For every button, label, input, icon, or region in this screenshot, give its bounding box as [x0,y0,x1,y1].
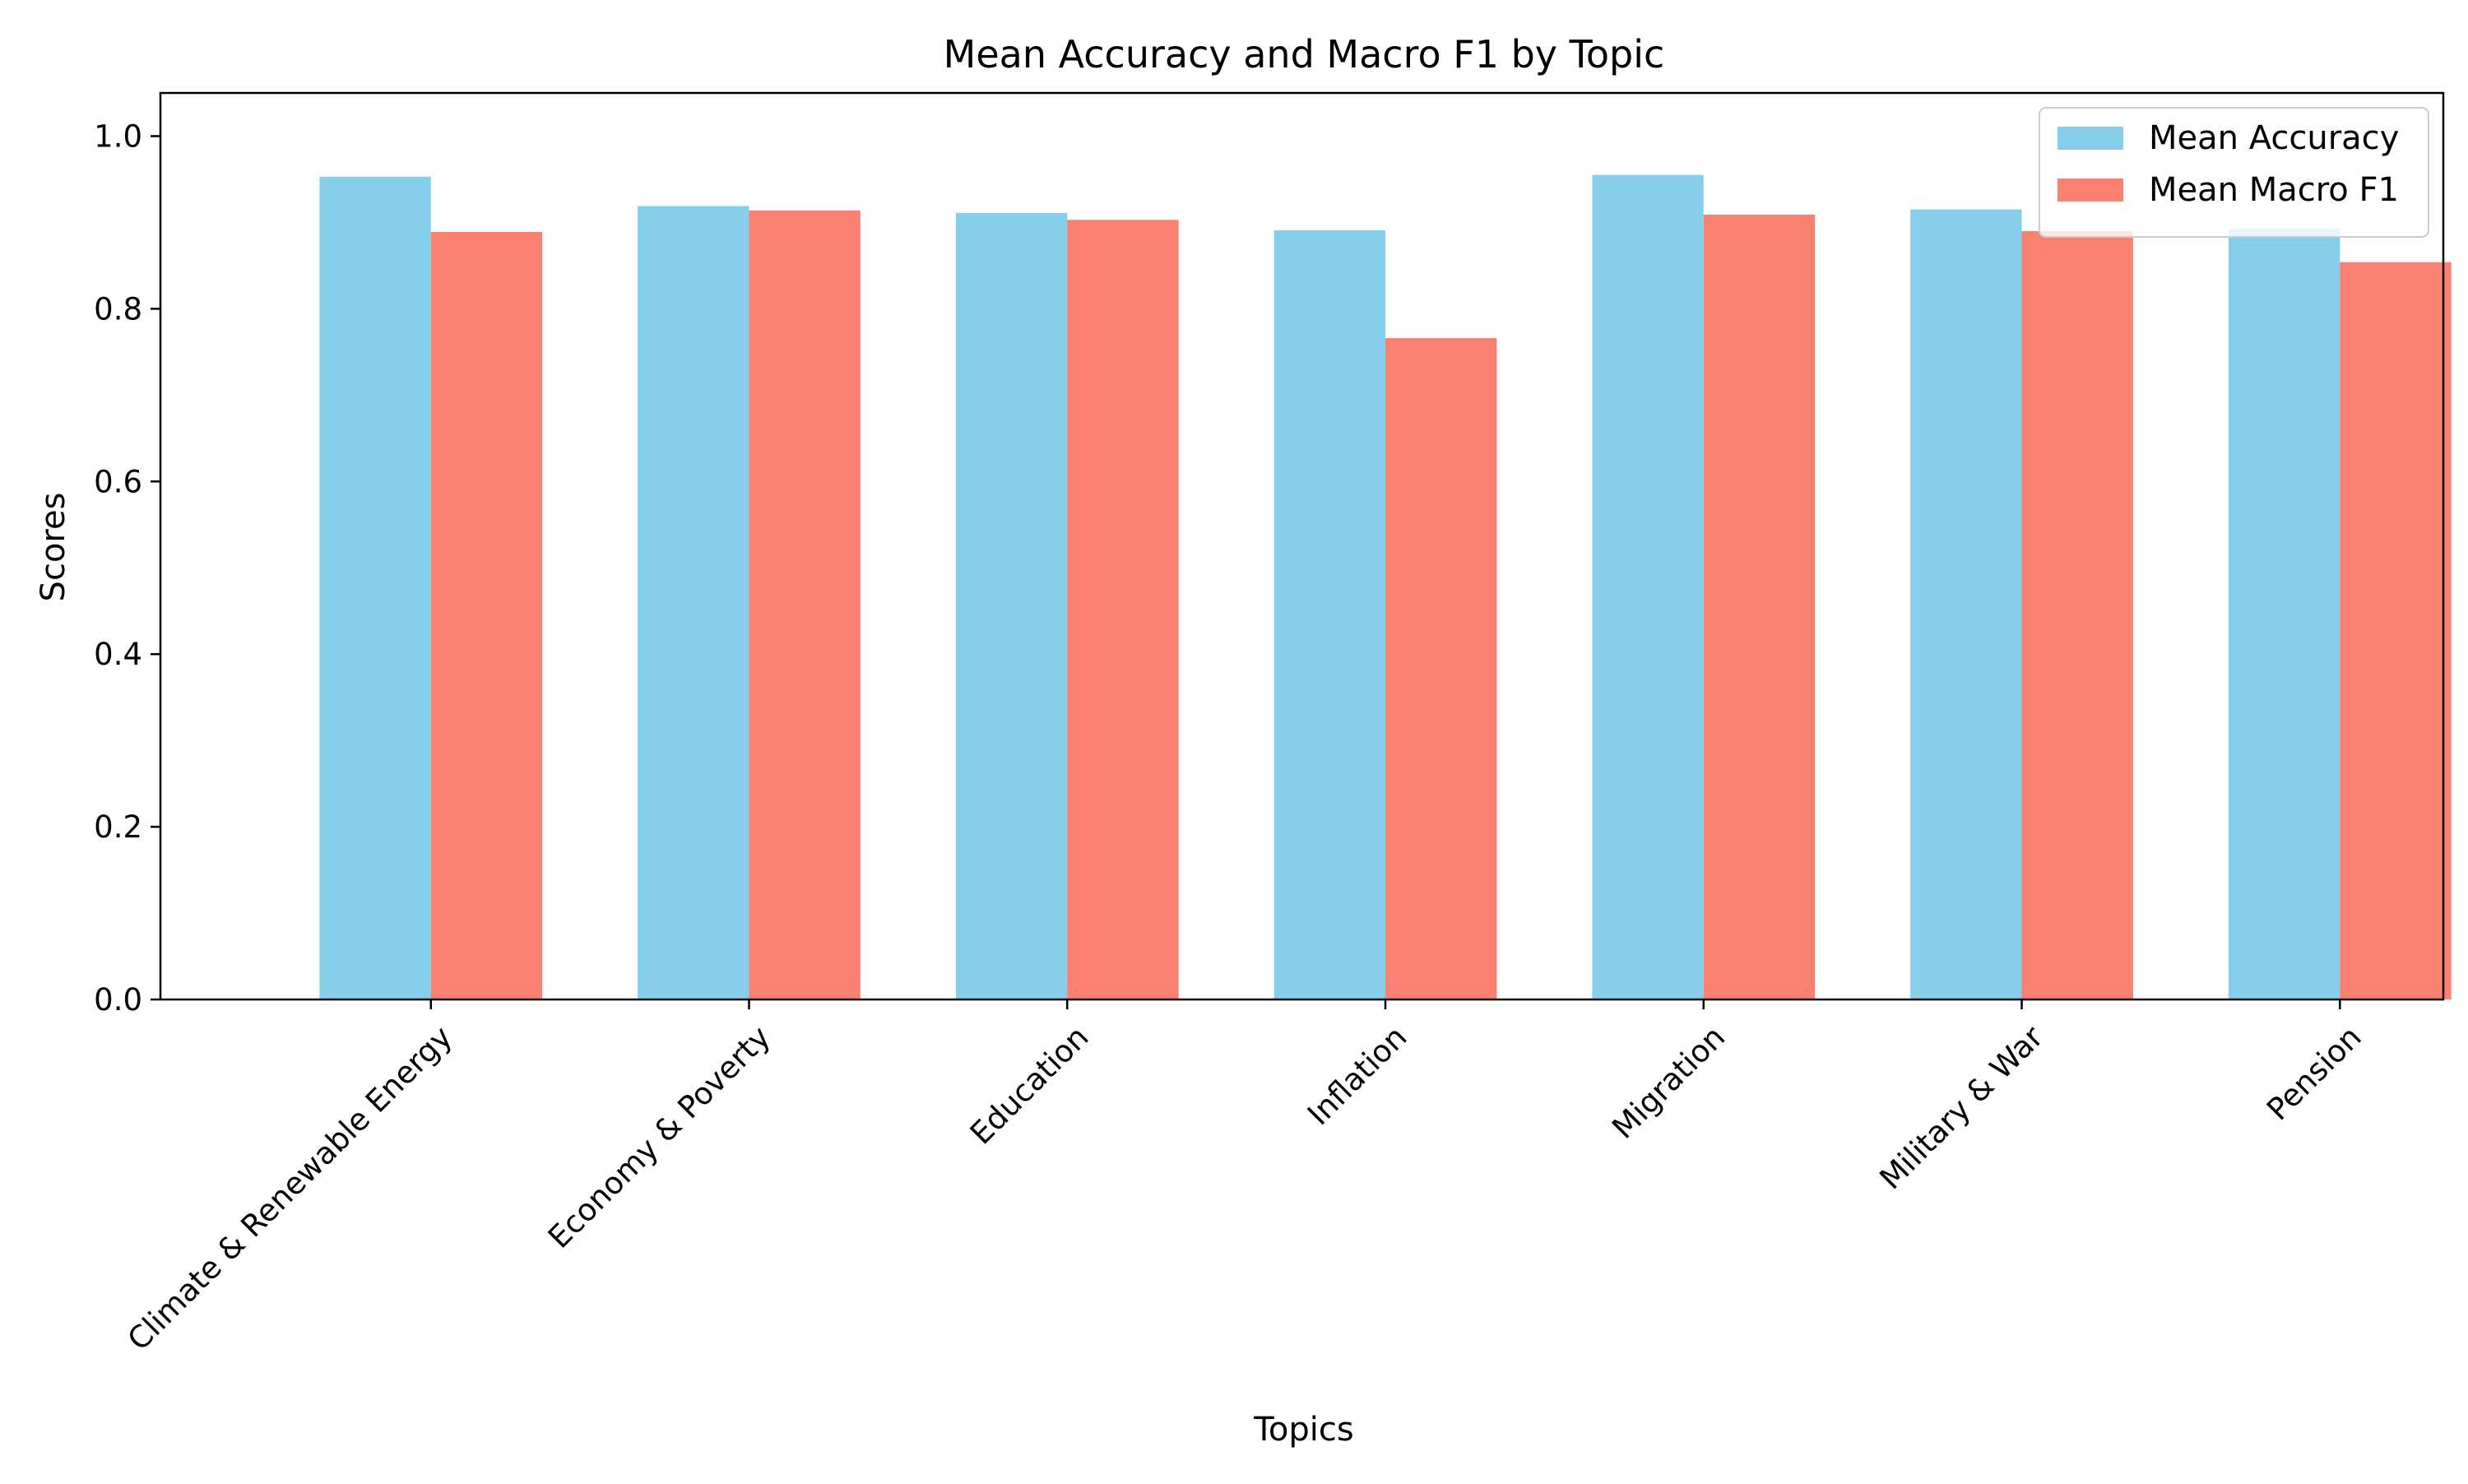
y-tick-label: 0.8 [94,291,142,327]
legend-box [2039,107,2429,238]
x-tick-label: Economy & Poverty [541,1019,777,1255]
x-tick-label: Education [963,1019,1096,1152]
bar-mean-macro-f1-2 [749,210,861,1000]
x-tick-label: Climate & Renewable Energy [121,1019,459,1357]
bar-mean-accuracy-7 [2228,228,2340,999]
legend-label: Mean Accuracy [2149,119,2399,157]
bar-mean-macro-f1-1 [430,231,543,999]
bar-mean-accuracy-2 [638,206,749,1000]
axes-layer [159,91,2445,1001]
bar-mean-macro-f1-4 [1385,338,1497,999]
y-tick-label: 1.0 [94,118,142,154]
bar-mean-accuracy-6 [1910,209,2022,999]
y-tick-label: 0.2 [94,809,142,845]
bar-mean-macro-f1-3 [1067,220,1179,999]
legend: Mean Accuracy Mean Macro F1 [2039,107,2429,238]
bars-layer [319,174,2452,1000]
legend-swatch [2057,179,2123,202]
y-tick-label: 0.4 [94,637,142,672]
x-tick-label: Inflation [1301,1019,1413,1132]
y-tick-label: 0.0 [94,982,142,1018]
legend-label: Mean Macro F1 [2149,171,2399,209]
legend-swatch [2057,127,2123,150]
x-axis-label: Topics [1253,1411,1353,1449]
bar-mean-macro-f1-6 [2021,230,2133,999]
bar-mean-macro-f1-5 [1703,214,1816,999]
bar-mean-accuracy-1 [319,176,431,999]
bar-mean-accuracy-5 [1592,174,1704,999]
plot-frame [159,91,2445,1001]
x-tick-label: Military & War [1873,1018,2051,1196]
y-tick-label: 0.6 [94,464,142,499]
bar-mean-accuracy-3 [955,212,1068,1000]
x-tick-label: Migration [1605,1019,1732,1146]
bar-mean-accuracy-4 [1273,230,1386,1000]
bar-mean-macro-f1-7 [2340,262,2452,999]
x-tick-label: Pension [2260,1019,2368,1127]
y-axis-label: Scores [35,493,72,602]
chart-title: Mean Accuracy and Macro F1 by Topic [944,32,1665,77]
